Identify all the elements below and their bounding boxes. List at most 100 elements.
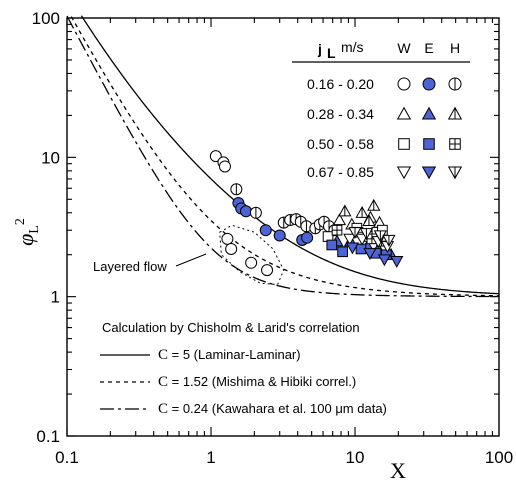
calc-2-rest: = 1.52 (Mishima & Hibiki correl.): [168, 374, 356, 389]
calc-1-rest: = 5 (Laminar-Laminar): [168, 347, 301, 362]
data-point-circle-W: [225, 242, 238, 255]
legend-col-H: H: [450, 40, 460, 56]
y-tick-label: 0.1: [36, 427, 60, 446]
x-tick-label: 100: [485, 448, 513, 467]
data-point-circle-E: [259, 224, 272, 237]
y-tick-label: 10: [41, 148, 60, 167]
calc-3-c: C: [158, 401, 168, 417]
data-point-circle-E: [239, 205, 252, 218]
data-point-triangle-down-E: [377, 254, 392, 267]
data-point-triangle-down-E: [345, 242, 360, 255]
data-point-circle-E-shape: [301, 231, 314, 244]
calc-3-text: C = 0.24 (Kawahara et al. 100 μm data): [158, 401, 387, 417]
legend-marker-triangle-down-W: [396, 166, 412, 180]
data-point-triangle-down-E: [390, 255, 404, 268]
legend-marker-triangle-up-W: [396, 106, 412, 120]
legend-row-3-label: 0.50 - 0.58: [307, 136, 374, 152]
legend-marker-circle-W: [397, 77, 411, 91]
data-point-triangle-down-H: [382, 234, 396, 247]
data-point-square-E-shape: [326, 239, 338, 251]
legend-header-unit: m/s: [341, 39, 364, 55]
legend-marker-circle-W-shape: [397, 77, 411, 91]
legend-row-1-label: 0.16 - 0.20: [307, 76, 374, 92]
x-tick-label: 1: [206, 448, 215, 467]
data-point-circle-E-shape: [273, 229, 286, 242]
legend-marker-square-E-shape: [423, 138, 435, 150]
data-point-triangle-down-W-shape: [343, 233, 357, 246]
y-axis-label: φL2: [13, 218, 42, 246]
x-tick-label: 10: [346, 448, 365, 467]
data-point-square-E: [326, 239, 338, 251]
legend-marker-square-H: [449, 138, 461, 150]
data-point-triangle-down-E-shape: [345, 242, 360, 255]
data-point-circle-W: [221, 232, 234, 245]
calc-title: Calculation by Chisholm & Larid's correl…: [102, 320, 360, 335]
data-point-circle-H: [230, 183, 243, 196]
data-point-circle-W-shape: [245, 256, 258, 269]
legend-row-2-label: 0.28 - 0.34: [307, 106, 374, 122]
layered-flow-label: Layered flow: [93, 259, 167, 274]
data-point-triangle-down-W: [343, 233, 357, 246]
data-point-triangle-down-E: [363, 248, 377, 261]
data-point-circle-E-shape: [259, 224, 272, 237]
layered-flow-pointer: [175, 253, 207, 267]
legend-marker-triangle-down-H: [447, 166, 463, 180]
layered-flow-outline: [219, 224, 285, 286]
data-point-circle-W: [261, 264, 274, 277]
data-point-circle-E: [273, 229, 286, 242]
calc-2-text: C = 1.52 (Mishima & Hibiki correl.): [158, 374, 356, 390]
legend-marker-triangle-down-E-shape: [421, 166, 437, 180]
data-points: [209, 150, 404, 277]
y-axis-label-text: φL2: [13, 218, 42, 246]
legend-marker-triangle-down-E: [421, 166, 437, 180]
data-point-circle-W: [218, 160, 231, 173]
legend-row-4-label: 0.67 - 0.85: [307, 164, 374, 180]
y-tick-label: 1: [51, 288, 60, 307]
calc-2-c: C: [158, 374, 168, 390]
data-point-circle-W: [245, 256, 258, 269]
legend-marker-triangle-up-E: [421, 106, 437, 120]
legend-marker-square-E: [423, 138, 435, 150]
data-point-square-E: [337, 246, 348, 258]
legend: j L m/s W E H 0.16 - 0.20 0.28 - 0.34 0.…: [292, 39, 470, 180]
data-point-circle-E-shape: [239, 205, 252, 218]
legend-marker-triangle-up-W-shape: [396, 106, 412, 120]
correlation-curves: [66, 15, 500, 298]
data-point-circle-E: [301, 231, 314, 244]
x-tick-label: 0.1: [55, 448, 79, 467]
legend-header-var: j: [317, 41, 322, 57]
data-point-triangle-up-W-shape: [332, 213, 347, 226]
curve-C-5: [80, 15, 500, 295]
curve-C-1_52: [70, 16, 500, 297]
data-point-circle-H: [249, 206, 262, 219]
data-point-triangle-down-H: [359, 228, 374, 241]
legend-marker-circle-H: [448, 77, 462, 91]
data-point-circle-W-shape: [218, 160, 231, 173]
data-point-triangle-up-W: [332, 213, 347, 226]
y-tick-label: 100: [32, 9, 60, 28]
data-point-circle-W-shape: [221, 232, 234, 245]
x-axis-label: X: [390, 458, 406, 483]
legend-col-E: E: [424, 40, 433, 56]
calc-1-c: C: [158, 347, 168, 363]
legend-marker-square-W: [398, 138, 410, 150]
data-point-triangle-down-E-shape: [377, 254, 392, 267]
data-point-triangle-down-H: [348, 227, 362, 240]
legend-header-sub: L: [327, 45, 336, 61]
legend-marker-square-W-shape: [398, 138, 410, 150]
legend-marker-triangle-up-H: [447, 106, 463, 120]
calc-1-text: C = 5 (Laminar-Laminar): [158, 347, 301, 363]
legend-marker-triangle-up-E-shape: [421, 106, 437, 120]
calc-3-rest: = 0.24 (Kawahara et al. 100 μm data): [168, 401, 387, 416]
legend-marker-triangle-down-W-shape: [396, 166, 412, 180]
data-point-triangle-up-H: [367, 198, 381, 211]
plot-frame: [66, 17, 500, 437]
data-point-triangle-down-E-shape: [390, 255, 404, 268]
data-point-square-E-shape: [337, 246, 348, 258]
axis-ticks: [66, 18, 499, 437]
tick-labels: 0.1 1 10 100 0.1 1 10 100: [32, 9, 514, 467]
data-point-circle-W-shape: [225, 242, 238, 255]
calculation-legend: Calculation by Chisholm & Larid's correl…: [100, 320, 387, 417]
data-point-triangle-down-E-shape: [363, 248, 377, 261]
